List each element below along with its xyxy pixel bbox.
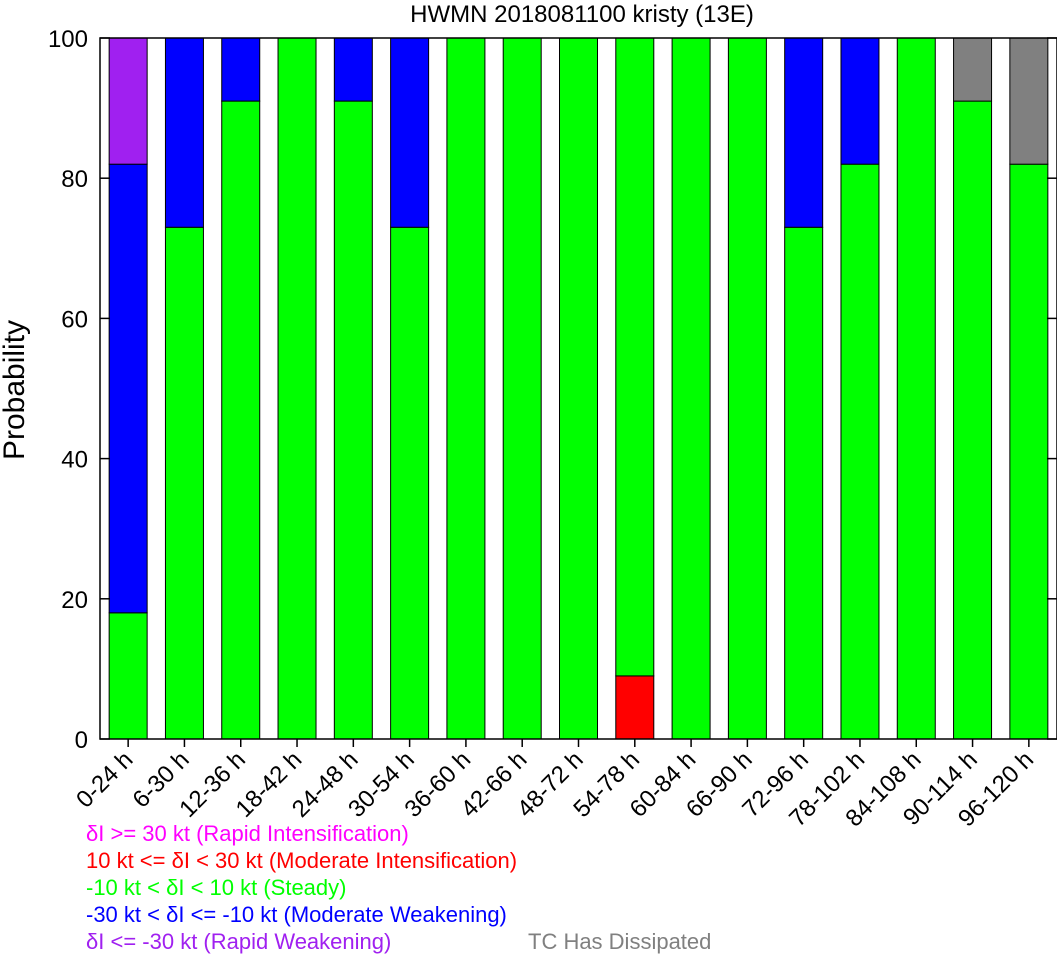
bar-segment-rapid_weak-0 bbox=[108, 37, 148, 165]
legend-entry-3: -30 kt < δI <= -10 kt (Moderate Weakenin… bbox=[86, 902, 507, 927]
bar-segment-dissipated-16 bbox=[1009, 37, 1049, 165]
chart-title: HWMN 2018081100 kristy (13E) bbox=[410, 1, 754, 28]
bar-segment-steady-1 bbox=[164, 226, 204, 740]
legend-entry-2: -10 kt < δI < 10 kt (Steady) bbox=[86, 875, 346, 900]
bar-segment-steady-12 bbox=[784, 226, 824, 740]
bar-segment-dissipated-15 bbox=[953, 37, 993, 102]
y-tick-label-0: 0 bbox=[75, 727, 88, 754]
bar-segment-steady-8 bbox=[559, 37, 598, 740]
y-tick-label-40: 40 bbox=[61, 447, 88, 474]
bar-segment-steady-5 bbox=[390, 226, 430, 740]
y-axis: 0 20 40 60 80 100 bbox=[48, 26, 1057, 754]
bar-segment-steady-9 bbox=[615, 37, 655, 677]
bar-segment-steady-2 bbox=[221, 100, 261, 740]
bar-segment-steady-4 bbox=[333, 100, 373, 740]
bar-segment-mod_weak-0 bbox=[108, 163, 148, 614]
bar-segment-mod_int-9 bbox=[615, 675, 655, 740]
y-tick-label-60: 60 bbox=[61, 306, 88, 333]
x-tick-label-0: 0-24 h bbox=[71, 746, 138, 813]
bar-segment-mod_weak-13 bbox=[840, 37, 880, 165]
y-tick-label-80: 80 bbox=[61, 166, 88, 193]
bar-segment-steady-7 bbox=[502, 37, 542, 740]
x-axis: 0-24 h6-30 h12-36 h18-42 h24-48 h30-54 h… bbox=[71, 739, 1039, 832]
y-tick-label-20: 20 bbox=[61, 587, 88, 614]
y-axis-label: Probability bbox=[0, 320, 31, 460]
bar-segment-steady-11 bbox=[727, 37, 767, 740]
bar-group bbox=[108, 37, 1049, 740]
legend-entry-5: TC Has Dissipated bbox=[528, 929, 711, 954]
bar-segment-steady-16 bbox=[1009, 163, 1049, 740]
bar-segment-mod_weak-5 bbox=[390, 37, 430, 228]
legend-entry-4: δI <= -30 kt (Rapid Weakening) bbox=[86, 929, 391, 954]
bar-segment-steady-10 bbox=[671, 37, 711, 740]
bar-segment-mod_weak-4 bbox=[333, 37, 373, 102]
legend: δI >= 30 kt (Rapid Intensification)10 kt… bbox=[86, 821, 711, 954]
legend-entry-0: δI >= 30 kt (Rapid Intensification) bbox=[86, 821, 409, 846]
legend-entry-1: 10 kt <= δI < 30 kt (Moderate Intensific… bbox=[86, 848, 517, 873]
bar-segment-steady-3 bbox=[277, 37, 317, 740]
bar-segment-mod_weak-2 bbox=[221, 37, 261, 102]
bar-segment-steady-13 bbox=[840, 163, 880, 740]
bar-segment-steady-6 bbox=[446, 37, 486, 740]
y-tick-label-100: 100 bbox=[48, 26, 88, 53]
bar-segment-mod_weak-12 bbox=[784, 37, 824, 228]
bar-segment-steady-15 bbox=[953, 100, 993, 740]
bar-segment-mod_weak-1 bbox=[164, 37, 204, 228]
bar-segment-steady-14 bbox=[896, 37, 936, 740]
bar-segment-steady-0 bbox=[108, 612, 148, 740]
